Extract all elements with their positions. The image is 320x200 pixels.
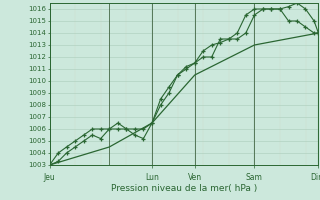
X-axis label: Pression niveau de la mer( hPa ): Pression niveau de la mer( hPa ) xyxy=(111,184,257,193)
